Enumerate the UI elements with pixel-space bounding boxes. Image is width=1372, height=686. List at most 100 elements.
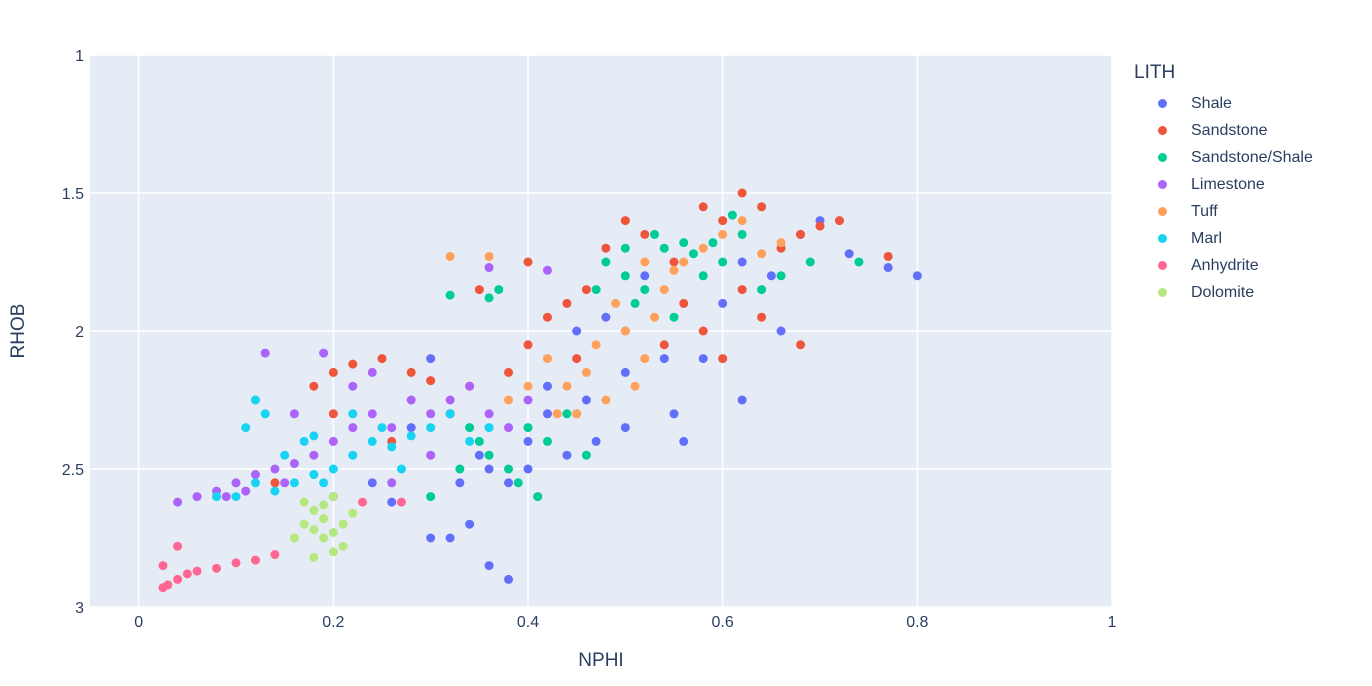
data-point: [737, 285, 747, 295]
data-point: [591, 436, 601, 446]
data-point: [163, 580, 173, 590]
data-point: [396, 497, 406, 507]
data-point: [348, 409, 358, 419]
data-point: [406, 423, 416, 433]
x-axis-title: NPHI: [578, 650, 623, 671]
data-point: [542, 354, 552, 364]
data-point: [465, 423, 475, 433]
data-point: [883, 263, 893, 273]
data-point: [426, 376, 436, 386]
data-point: [280, 450, 290, 460]
data-point: [601, 395, 611, 405]
legend-item-sandstone-shale[interactable]: Sandstone/Shale: [1134, 144, 1313, 171]
series-limestone: [173, 263, 552, 507]
data-point: [523, 436, 533, 446]
legend-label: Sandstone/Shale: [1191, 148, 1313, 166]
data-point: [426, 354, 436, 364]
data-point: [231, 478, 241, 488]
data-point: [854, 257, 864, 267]
series-dolomite: [289, 492, 358, 562]
series-shale: [367, 216, 922, 584]
data-point: [504, 423, 514, 433]
data-point: [562, 298, 572, 308]
legend-marker-icon: [1158, 261, 1167, 270]
data-point: [465, 436, 475, 446]
legend-label: Tuff: [1191, 202, 1218, 220]
legend-marker-icon: [1158, 153, 1167, 162]
data-point: [776, 271, 786, 281]
data-point: [504, 464, 514, 474]
series-tuff: [445, 216, 786, 419]
data-point: [572, 354, 582, 364]
data-point: [523, 423, 533, 433]
data-point: [737, 257, 747, 267]
data-point: [270, 550, 280, 560]
data-point: [581, 285, 591, 295]
data-point: [523, 257, 533, 267]
data-point: [591, 285, 601, 295]
data-point: [533, 492, 543, 502]
data-point: [319, 500, 329, 510]
data-point: [698, 271, 708, 281]
data-point: [377, 423, 387, 433]
data-point: [250, 555, 260, 565]
data-point: [484, 293, 494, 303]
data-point: [815, 221, 825, 231]
data-point: [630, 381, 640, 391]
data-point: [679, 436, 689, 446]
legend-label: Sandstone: [1191, 121, 1268, 139]
data-point: [737, 229, 747, 239]
data-point: [620, 326, 630, 336]
legend-item-dolomite[interactable]: Dolomite: [1134, 279, 1313, 306]
x-tick-label: 0.8: [906, 614, 928, 631]
legend-item-tuff[interactable]: Tuff: [1134, 198, 1313, 225]
legend-marker-icon: [1158, 180, 1167, 189]
data-point: [387, 478, 397, 488]
legend-item-limestone[interactable]: Limestone: [1134, 171, 1313, 198]
data-point: [455, 464, 465, 474]
data-point: [474, 450, 484, 460]
data-point: [523, 381, 533, 391]
data-point: [542, 265, 552, 275]
grid-lines: [90, 54, 1113, 608]
legend-label: Shale: [1191, 94, 1232, 112]
data-point: [338, 541, 348, 551]
data-point: [494, 285, 504, 295]
legend-item-shale[interactable]: Shale: [1134, 90, 1313, 117]
data-point: [572, 409, 582, 419]
data-point: [883, 251, 893, 261]
y-axis-title: RHOB: [8, 304, 29, 359]
data-point: [796, 229, 806, 239]
data-point: [348, 359, 358, 369]
data-point: [270, 464, 280, 474]
legend-marker-icon: [1158, 288, 1167, 297]
legend-label: Limestone: [1191, 175, 1265, 193]
data-point: [319, 514, 329, 524]
data-point: [289, 533, 299, 543]
data-point: [387, 442, 397, 452]
data-point: [611, 298, 621, 308]
data-point: [504, 574, 514, 584]
data-point: [591, 340, 601, 350]
data-point: [309, 525, 319, 535]
data-point: [309, 381, 319, 391]
data-point: [484, 464, 494, 474]
data-point: [562, 409, 572, 419]
x-tick-label: 0: [134, 614, 143, 631]
data-point: [737, 216, 747, 226]
data-point: [396, 464, 406, 474]
data-point: [669, 257, 679, 267]
data-point: [173, 574, 183, 584]
data-point: [552, 409, 562, 419]
data-point: [328, 464, 338, 474]
legend-item-sandstone[interactable]: Sandstone: [1134, 117, 1313, 144]
y-tick-label: 2: [75, 324, 84, 341]
legend-item-marl[interactable]: Marl: [1134, 225, 1313, 252]
data-point: [542, 436, 552, 446]
data-point: [698, 354, 708, 364]
data-point: [523, 340, 533, 350]
y-tick-label: 1.5: [62, 186, 84, 203]
data-point: [718, 298, 728, 308]
y-axis-ticks: 1 1.5 2 2.5 3: [62, 48, 84, 617]
legend-item-anhydrite[interactable]: Anhydrite: [1134, 252, 1313, 279]
